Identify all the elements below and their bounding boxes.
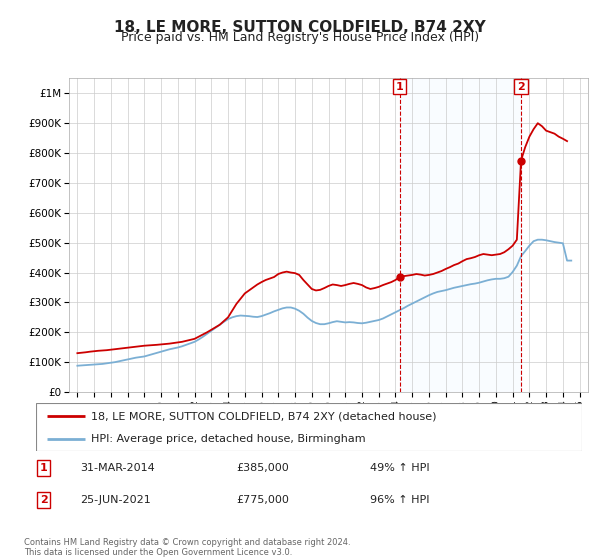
Bar [400, 78, 521, 392]
Text: £775,000: £775,000 [236, 495, 289, 505]
Text: Contains HM Land Registry data © Crown copyright and database right 2024.
This d: Contains HM Land Registry data © Crown c… [24, 538, 350, 557]
Text: 18, LE MORE, SUTTON COLDFIELD, B74 2XY (detached house): 18, LE MORE, SUTTON COLDFIELD, B74 2XY (… [91, 411, 436, 421]
Text: 1: 1 [40, 463, 47, 473]
Text: 49% ↑ HPI: 49% ↑ HPI [370, 463, 430, 473]
Text: 2: 2 [517, 82, 525, 91]
Text: 18, LE MORE, SUTTON COLDFIELD, B74 2XY: 18, LE MORE, SUTTON COLDFIELD, B74 2XY [114, 20, 486, 35]
Text: HPI: Average price, detached house, Birmingham: HPI: Average price, detached house, Birm… [91, 434, 365, 444]
Text: Price paid vs. HM Land Registry's House Price Index (HPI): Price paid vs. HM Land Registry's House … [121, 31, 479, 44]
Text: 1: 1 [396, 82, 404, 91]
Text: £385,000: £385,000 [236, 463, 289, 473]
Text: 2: 2 [40, 495, 47, 505]
Text: 25-JUN-2021: 25-JUN-2021 [80, 495, 151, 505]
Text: 96% ↑ HPI: 96% ↑ HPI [370, 495, 430, 505]
Text: 31-MAR-2014: 31-MAR-2014 [80, 463, 155, 473]
